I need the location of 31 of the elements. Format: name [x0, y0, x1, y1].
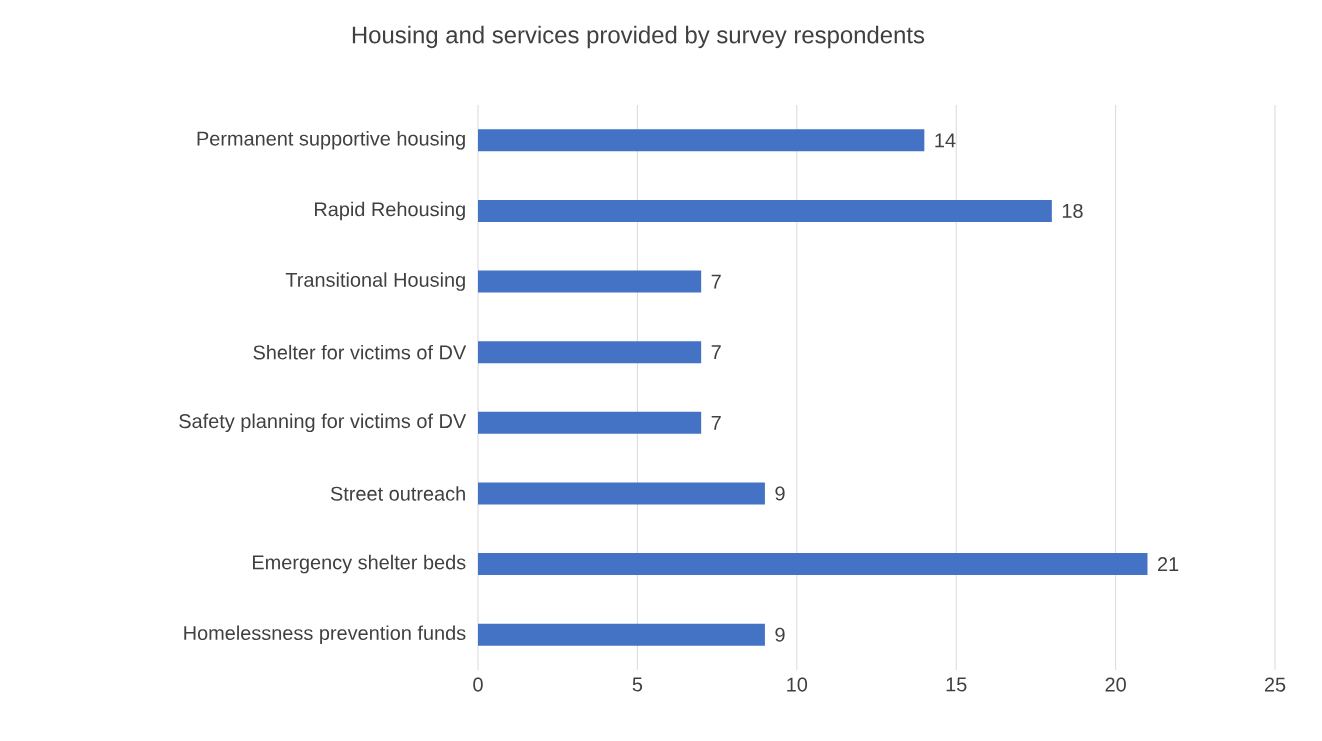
chart-title: Housing and services provided by survey respondents	[352, 25, 925, 49]
y-tick-label: Homelessness prevention funds	[184, 625, 466, 644]
x-tick-label: 0	[473, 677, 483, 692]
data-label: 9	[775, 627, 785, 642]
bar	[478, 411, 702, 434]
bar	[478, 482, 765, 505]
y-tick-label: Shelter for victims of DV	[253, 344, 467, 360]
y-tick-label: Rapid Rehousing	[315, 201, 465, 221]
y-tick-label: Safety planning for victims of DV	[179, 413, 467, 433]
bar	[478, 270, 702, 293]
y-tick-label: Street outreach	[330, 486, 465, 501]
data-label: 7	[711, 274, 721, 289]
x-tick-label: 10	[787, 677, 808, 692]
data-label: 14	[935, 133, 956, 148]
y-tick-label: Permanent supportive housing	[197, 131, 465, 150]
data-label: 21	[1158, 557, 1179, 572]
bar	[478, 623, 765, 646]
x-tick-label: 25	[1264, 677, 1286, 692]
y-tick-label: Emergency shelter beds	[253, 554, 466, 574]
data-label: 9	[775, 486, 785, 501]
bar	[478, 341, 702, 364]
y-tick-label: Transitional Housing	[285, 272, 465, 291]
x-tick-label: 20	[1105, 677, 1126, 692]
bar	[478, 129, 925, 152]
bar	[478, 553, 1148, 576]
data-label: 7	[711, 345, 721, 360]
x-tick-label: 5	[632, 677, 643, 692]
data-label: 18	[1062, 203, 1083, 218]
x-tick-label: 15	[946, 677, 967, 692]
data-label: 7	[711, 415, 721, 430]
bar	[478, 199, 1052, 222]
